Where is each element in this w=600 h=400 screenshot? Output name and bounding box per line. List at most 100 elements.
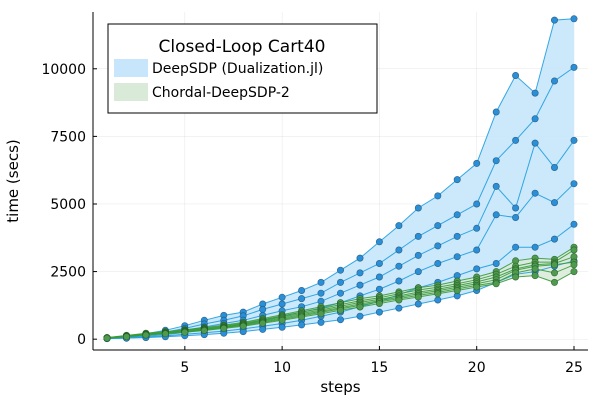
point-deepsdp	[395, 277, 403, 285]
point-deepsdp	[317, 289, 325, 297]
point-deepsdp	[570, 220, 578, 228]
point-deepsdp	[336, 266, 344, 274]
point-deepsdp	[414, 232, 422, 240]
point-deepsdp	[550, 16, 558, 24]
point-chordal	[317, 310, 325, 318]
point-deepsdp	[298, 286, 306, 294]
point-deepsdp	[317, 278, 325, 286]
point-deepsdp	[375, 238, 383, 246]
point-chordal	[161, 330, 169, 338]
point-chordal	[259, 319, 267, 327]
point-deepsdp	[453, 211, 461, 219]
legend-entry-deepsdp: DeepSDP (Dualization.jl)	[152, 61, 323, 77]
point-chordal	[550, 269, 558, 277]
point-deepsdp	[278, 300, 286, 308]
point-deepsdp	[473, 265, 481, 273]
point-deepsdp	[395, 304, 403, 312]
x-tick-label: 20	[468, 360, 486, 376]
legend-title: Closed-Loop Cart40	[159, 37, 326, 57]
point-deepsdp	[453, 176, 461, 184]
point-deepsdp	[336, 289, 344, 297]
point-deepsdp	[453, 232, 461, 240]
point-deepsdp	[512, 204, 520, 212]
point-deepsdp	[570, 136, 578, 144]
series-markers	[103, 15, 578, 343]
point-deepsdp	[531, 89, 539, 97]
point-deepsdp	[356, 281, 364, 289]
point-deepsdp	[434, 192, 442, 200]
point-deepsdp	[434, 259, 442, 267]
point-deepsdp	[395, 246, 403, 254]
point-deepsdp	[492, 182, 500, 190]
point-deepsdp	[336, 278, 344, 286]
point-deepsdp	[414, 204, 422, 212]
x-axis-label: steps	[320, 378, 360, 396]
point-deepsdp	[570, 63, 578, 71]
point-chordal	[298, 313, 306, 321]
x-tick-label: 25	[565, 360, 583, 376]
y-axis-label: time (secs)	[4, 139, 22, 222]
point-chordal	[375, 299, 383, 307]
point-chordal	[103, 334, 111, 342]
point-deepsdp	[570, 180, 578, 188]
point-deepsdp	[395, 222, 403, 230]
point-deepsdp	[298, 321, 306, 329]
point-chordal	[473, 283, 481, 291]
y-tick-label: 2500	[50, 265, 86, 281]
point-chordal	[512, 273, 520, 281]
point-deepsdp	[278, 323, 286, 331]
point-chordal	[414, 293, 422, 301]
point-deepsdp	[473, 246, 481, 254]
point-deepsdp	[550, 199, 558, 207]
x-tick-label: 10	[273, 360, 291, 376]
point-chordal	[123, 333, 131, 341]
point-deepsdp	[414, 300, 422, 308]
x-tick-label: 5	[180, 360, 189, 376]
point-deepsdp	[434, 242, 442, 250]
point-deepsdp	[356, 312, 364, 320]
y-tick-label: 10000	[41, 62, 86, 78]
point-chordal	[453, 286, 461, 294]
point-deepsdp	[259, 325, 267, 333]
point-chordal	[570, 246, 578, 254]
point-chordal	[550, 278, 558, 286]
point-deepsdp	[473, 200, 481, 208]
point-deepsdp	[512, 214, 520, 222]
point-deepsdp	[492, 108, 500, 116]
point-deepsdp	[375, 259, 383, 267]
point-deepsdp	[317, 318, 325, 326]
point-deepsdp	[434, 296, 442, 304]
point-chordal	[395, 296, 403, 304]
point-chordal	[531, 272, 539, 280]
point-deepsdp	[531, 115, 539, 123]
point-deepsdp	[492, 211, 500, 219]
y-tick-label: 7500	[50, 129, 86, 145]
point-chordal	[531, 265, 539, 273]
y-tick-label: 5000	[50, 197, 86, 213]
point-deepsdp	[550, 164, 558, 172]
point-chordal	[434, 290, 442, 298]
point-deepsdp	[336, 316, 344, 324]
point-chordal	[142, 331, 150, 339]
point-deepsdp	[570, 15, 578, 23]
point-deepsdp	[453, 253, 461, 261]
point-deepsdp	[473, 159, 481, 167]
point-deepsdp	[259, 305, 267, 313]
y-tick-label: 0	[77, 332, 86, 348]
point-deepsdp	[473, 224, 481, 232]
legend: Closed-Loop Cart40 DeepSDP (Dualization.…	[107, 23, 378, 114]
point-deepsdp	[298, 295, 306, 303]
point-deepsdp	[278, 293, 286, 301]
point-deepsdp	[512, 72, 520, 80]
point-chordal	[200, 326, 208, 334]
point-deepsdp	[356, 254, 364, 262]
point-deepsdp	[512, 136, 520, 144]
point-chordal	[570, 261, 578, 269]
point-chordal	[239, 322, 247, 330]
point-deepsdp	[375, 273, 383, 281]
point-deepsdp	[512, 243, 520, 251]
point-chordal	[181, 328, 189, 336]
point-deepsdp	[395, 262, 403, 270]
tick-labels: 5 10 15 20 25 0 2500 5000 7500 10000	[41, 62, 582, 376]
